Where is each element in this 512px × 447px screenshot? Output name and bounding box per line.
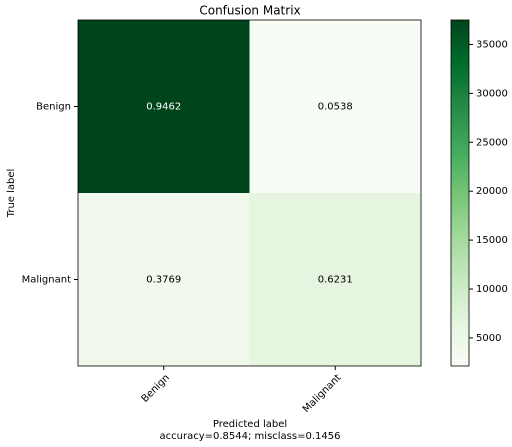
x-tick-label: Malignant xyxy=(301,372,344,415)
y-axis-label: True label xyxy=(6,169,17,219)
colorbar-tick-label: 30000 xyxy=(476,88,508,99)
y-tick-label: Benign xyxy=(36,102,71,113)
colorbar-tick-label: 25000 xyxy=(476,137,508,148)
cell xyxy=(78,193,250,366)
y-tick-label: Malignant xyxy=(22,275,71,286)
cell-label: 0.3769 xyxy=(146,275,181,286)
annotation: accuracy=0.8544; misclass=0.1456 xyxy=(160,431,341,442)
colorbar-tick-label: 5000 xyxy=(476,333,501,344)
colorbar-tick-label: 10000 xyxy=(476,284,508,295)
colorbar-tick-label: 35000 xyxy=(476,39,508,50)
cell-label: 0.6231 xyxy=(318,275,353,286)
plot-frame xyxy=(77,19,422,367)
colorbar-tick-label: 20000 xyxy=(476,186,508,197)
colorbar-tick-label: 15000 xyxy=(476,235,508,246)
chart-title: Confusion Matrix xyxy=(199,4,300,18)
cell-label: 0.0538 xyxy=(318,102,353,113)
colorbar xyxy=(450,19,470,367)
cell xyxy=(78,20,250,193)
x-axis-label: Predicted label xyxy=(213,419,287,430)
x-tick-label: Benign xyxy=(140,372,172,404)
cell xyxy=(249,20,421,193)
cell-label: 0.9462 xyxy=(146,102,181,113)
cell xyxy=(249,193,421,366)
